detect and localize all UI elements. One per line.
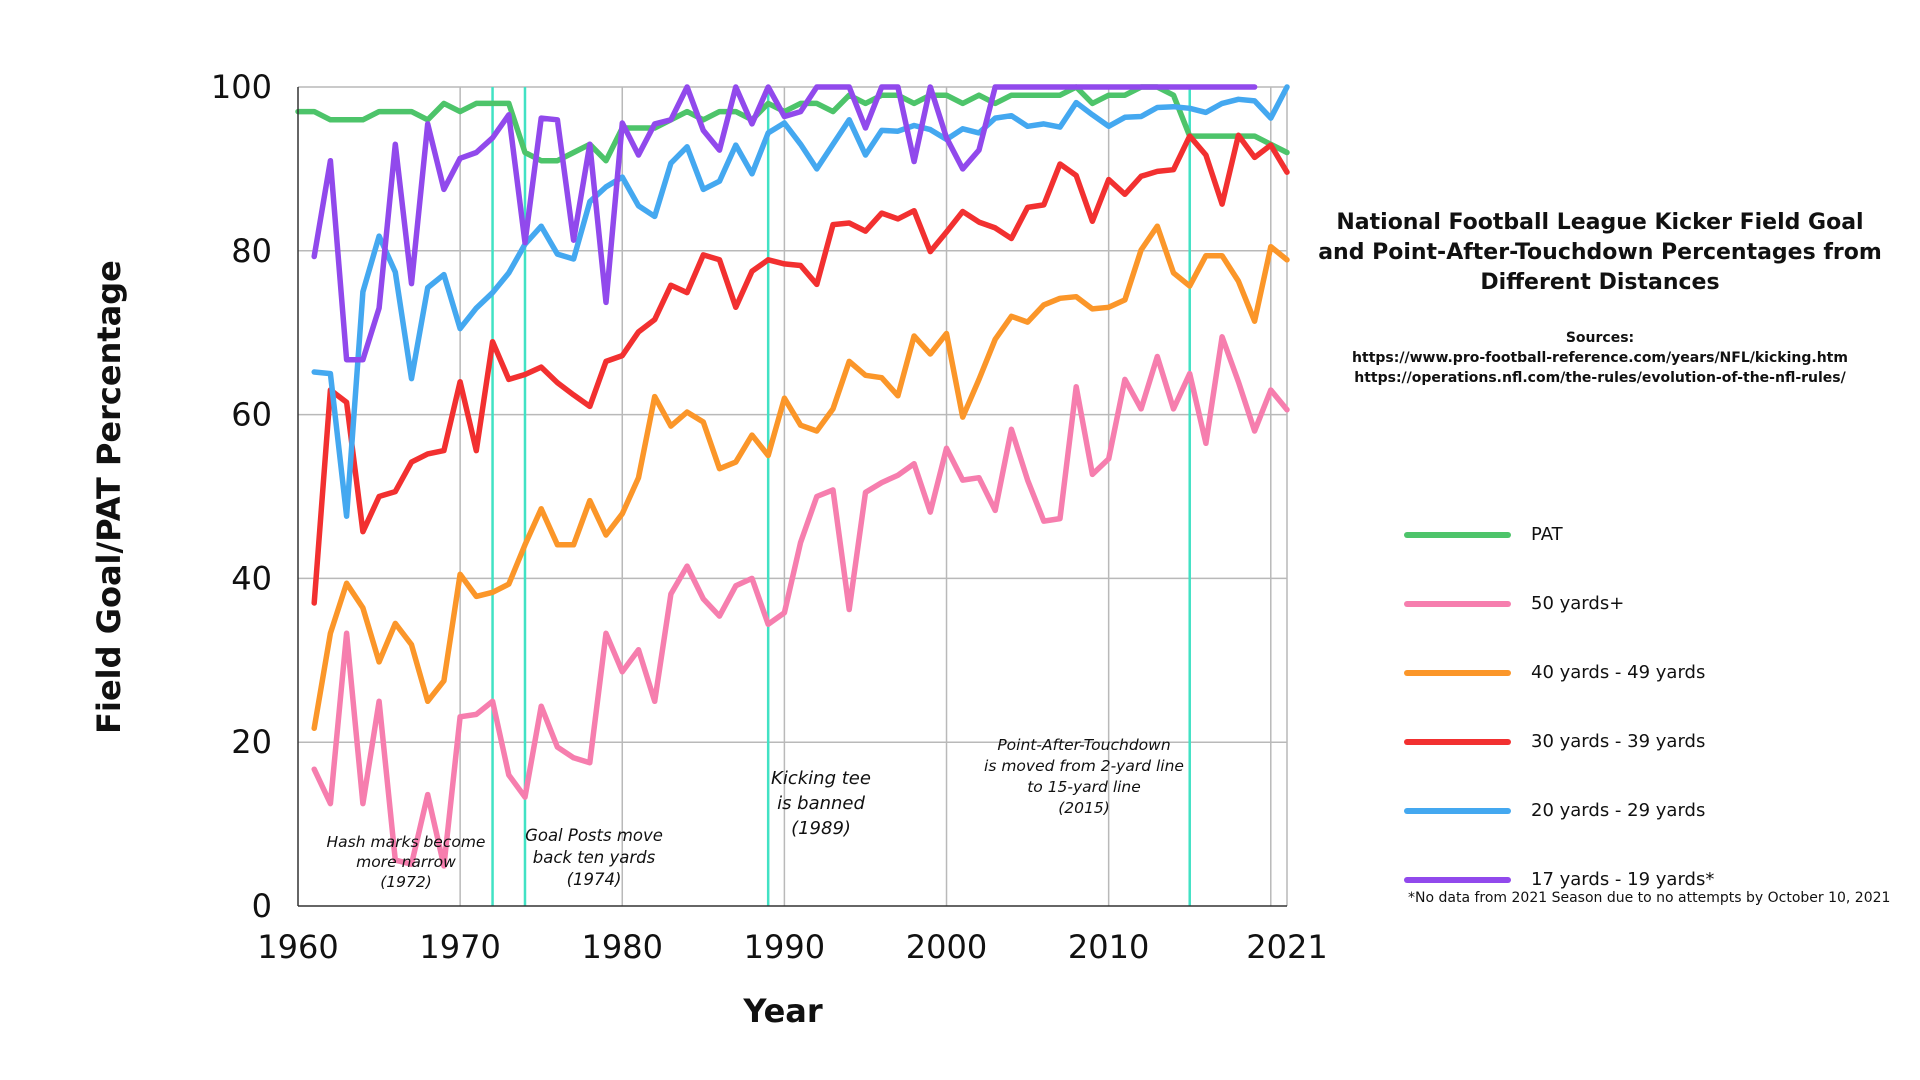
legend-swatch [1404,876,1511,883]
x-axis-title: Year [742,992,823,1030]
annotation-text: Point-After-Touchdown is moved from 2-yar… [984,736,1184,817]
legend-swatch [1404,738,1511,745]
x-tick-label: 2000 [906,928,987,966]
legend-item-40-49: 40 yards - 49 yards [1404,638,1824,707]
y-tick-label: 60 [231,396,272,434]
y-tick-label: 0 [252,887,272,925]
annotation-text: Goal Posts move back ten yards (1974) [525,826,663,889]
legend-label: PAT [1531,524,1563,545]
legend-label: 40 yards - 49 yards [1531,662,1706,683]
sources-label: Sources: [1565,330,1635,346]
series-line-17-yards-19-yards [311,84,1258,363]
annotation-text: Hash marks become more narrow (1972) [327,833,486,891]
legend: PAT 50 yards+ 40 yards - 49 yards 30 yar… [1404,500,1824,914]
y-tick-label: 40 [231,559,272,597]
legend-swatch [1404,669,1511,676]
x-tick-label: 1970 [419,928,500,966]
legend-swatch [1404,531,1511,538]
legend-label: 50 yards+ [1531,593,1625,614]
legend-item-30-39: 30 yards - 39 yards [1404,707,1824,776]
series-line-pat [295,84,1290,164]
legend-label: 17 yards - 19 yards* [1531,869,1715,890]
series-lines [295,84,1290,869]
legend-swatch [1404,807,1511,814]
sources-block: Sources: https://www.pro-football-refere… [1310,328,1890,388]
y-axis-title: Field Goal/PAT Percentage [90,260,128,734]
series-line-30-yards-39-yards [311,132,1290,606]
legend-item-20-29: 20 yards - 29 yards [1404,776,1824,845]
y-tick-label: 100 [211,68,272,106]
legend-label: 20 yards - 29 yards [1531,800,1706,821]
source-link-2[interactable]: https://operations.nfl.com/the-rules/evo… [1354,370,1846,386]
x-tick-label: 1990 [744,928,825,966]
legend-swatch [1404,600,1511,607]
annotations: Hash marks become more narrow (1972) Goal P… [327,736,1184,891]
legend-item-pat: PAT [1404,500,1824,569]
footnote: *No data from 2021 Season due to no atte… [1408,890,1891,906]
chart-title: National Football League Kicker Field Go… [1318,210,1882,295]
series-line-40-yards-49-yards [311,223,1290,732]
axes: 0 20 40 60 80 100 1960 1970 1980 1990 2000 2010 2021 [211,68,1328,966]
annotation-text: Kicking tee is banned (1989) [771,768,871,839]
x-tick-label: 1960 [257,928,338,966]
x-tick-label: 2010 [1068,928,1149,966]
legend-item-17-19: 17 yards - 19 yards* [1404,845,1824,914]
legend-label: 30 yards - 39 yards [1531,731,1706,752]
y-tick-label: 80 [231,232,272,270]
series-line-20-yards-29-yards [311,84,1290,519]
x-tick-label: 2021 [1246,928,1327,966]
y-tick-label: 20 [231,723,272,761]
source-link-1[interactable]: https://www.pro-football-reference.com/y… [1352,350,1848,366]
series-line-50-yards [311,334,1290,869]
legend-item-50-plus: 50 yards+ [1404,569,1824,638]
x-tick-label: 1980 [582,928,663,966]
